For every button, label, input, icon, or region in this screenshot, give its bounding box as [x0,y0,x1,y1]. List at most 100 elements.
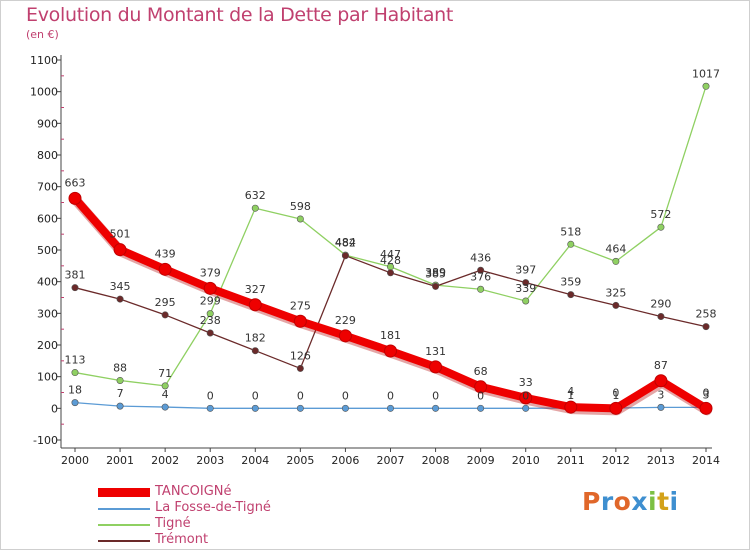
data-point [384,344,397,358]
data-point [296,404,304,412]
data-point [477,404,485,412]
data-label: 4 [567,385,574,398]
data-label: 182 [245,332,266,345]
data-point [522,297,530,305]
data-label: 439 [155,247,176,260]
data-point [341,252,349,260]
data-label: 0 [207,389,214,402]
data-label: 379 [200,266,221,279]
data-label: 1017 [692,67,720,80]
y-tick-label: -100 [33,434,58,447]
y-tick-label: 900 [37,117,58,130]
logo-letter: P [582,487,601,516]
x-tick-label: 2008 [422,454,450,467]
data-point [116,376,124,384]
data-label: 484 [335,236,356,249]
x-tick-label: 2006 [331,454,359,467]
data-point [474,380,488,394]
data-point [477,285,485,293]
data-point [702,323,710,331]
data-label: 238 [200,314,221,327]
legend-swatch-tigne [98,524,150,526]
data-point [657,223,665,231]
data-label: 0 [612,386,619,399]
data-point [657,403,665,411]
legend-swatch-tremont [98,540,150,542]
data-point [702,82,710,90]
data-label: 275 [290,299,311,312]
data-label: 327 [245,283,266,296]
data-label: 4 [162,388,169,401]
legend-swatch-la-fosse-de-tigne [98,508,150,510]
data-point [251,404,259,412]
data-point [71,284,79,292]
data-label: 0 [703,386,710,399]
data-label: 428 [380,254,401,267]
y-tick-label: 800 [37,149,58,162]
data-point [206,310,214,318]
data-label: 0 [342,389,349,402]
data-point [612,301,620,309]
data-label: 33 [519,376,533,389]
x-tick-label: 2012 [602,454,630,467]
x-tick-label: 2011 [557,454,585,467]
data-label: 258 [696,308,717,321]
data-label: 0 [252,389,259,402]
legend-swatch-tancoigne [98,488,150,497]
data-label: 3 [703,388,710,401]
x-tick-label: 2002 [151,454,179,467]
data-label: 68 [474,365,488,378]
x-tick-label: 2014 [692,454,720,467]
data-label: 71 [158,367,172,380]
data-label: 87 [654,359,668,372]
data-label: 229 [335,314,356,327]
data-label: 1 [612,389,619,402]
data-point [71,399,79,407]
data-label: 299 [200,295,221,308]
x-tick-label: 2007 [377,454,405,467]
data-label: 18 [68,384,82,397]
data-label: 325 [605,286,626,299]
x-tick-label: 2000 [61,454,89,467]
data-point [251,347,259,355]
data-label: 572 [650,208,671,221]
data-point [519,391,533,405]
y-tick-label: 100 [37,371,58,384]
data-label: 598 [290,200,311,213]
data-point [251,204,259,212]
data-label: 339 [515,282,536,295]
x-tick-label: 2001 [106,454,134,467]
data-point [116,295,124,303]
data-point [116,402,124,410]
data-label: 345 [110,280,131,293]
data-point [206,329,214,337]
data-point [113,243,127,257]
data-point [386,269,394,277]
logo-letter: i [648,487,658,516]
data-point [429,360,443,374]
data-label: 1 [567,389,574,402]
data-label: 663 [65,176,86,189]
data-point [293,314,307,328]
data-label: 3 [657,388,664,401]
data-point [296,364,304,372]
data-point [71,369,79,377]
data-label: 447 [380,248,401,261]
y-tick-label: 500 [37,244,58,257]
data-point [338,329,352,343]
data-label: 381 [65,269,86,282]
data-label: 359 [560,276,581,289]
data-point [161,311,169,319]
data-point [203,281,217,295]
data-label: 131 [425,345,446,358]
data-point [477,266,485,274]
x-tick-label: 2010 [512,454,540,467]
data-label: 0 [297,389,304,402]
logo-letter: x [631,487,648,516]
y-tick-label: 700 [37,181,58,194]
x-tick-label: 2013 [647,454,675,467]
data-point [432,282,440,290]
legend-label-tigne: Tigné [155,516,191,531]
data-point [522,279,530,287]
